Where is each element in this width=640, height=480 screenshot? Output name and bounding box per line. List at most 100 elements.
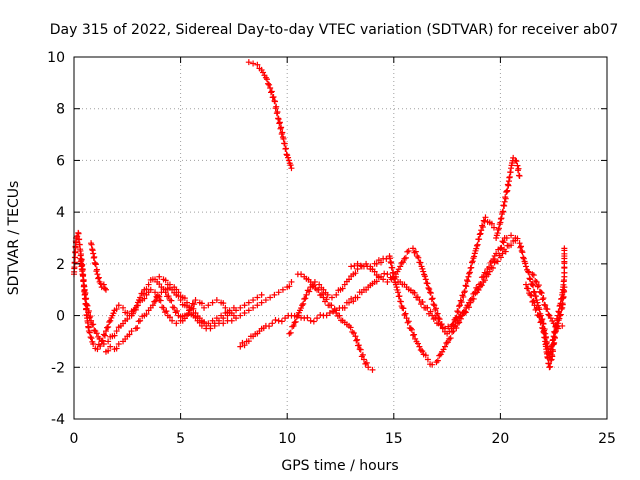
data-point	[393, 284, 400, 291]
data-point	[98, 337, 105, 344]
data-point	[156, 281, 163, 288]
data-point	[551, 334, 558, 341]
data-point	[554, 325, 561, 332]
data-point	[405, 247, 412, 254]
data-point	[306, 288, 313, 295]
data-point	[473, 245, 480, 252]
data-point	[283, 151, 290, 158]
data-point	[105, 324, 112, 331]
data-point	[402, 254, 409, 261]
data-point	[254, 294, 261, 301]
data-point	[480, 273, 487, 280]
plot-border	[73, 56, 608, 420]
data-point	[156, 273, 163, 280]
series-trace-6	[245, 59, 295, 172]
data-point	[241, 342, 248, 349]
chart-title: Day 315 of 2022, Sidereal Day-to-day VTE…	[50, 22, 619, 38]
data-point	[245, 59, 252, 66]
data-point	[275, 289, 282, 296]
data-point	[95, 274, 102, 281]
data-point	[542, 302, 549, 309]
y-tick-label: -2	[51, 360, 65, 376]
data-point	[514, 235, 521, 242]
data-point	[364, 263, 371, 270]
data-point	[431, 302, 438, 309]
data-point	[529, 298, 536, 305]
data-point	[156, 293, 163, 300]
data-point	[158, 289, 165, 296]
data-point	[290, 322, 297, 329]
data-point	[272, 98, 279, 105]
data-point	[350, 298, 357, 305]
data-point	[531, 289, 538, 296]
data-point	[512, 157, 519, 164]
data-point	[294, 312, 301, 319]
x-tick-label: 25	[598, 431, 616, 447]
data-point	[397, 298, 404, 305]
data-point	[535, 312, 542, 319]
data-point	[380, 276, 387, 283]
data-point	[78, 251, 85, 258]
data-point	[102, 286, 109, 293]
data-point	[517, 244, 524, 251]
data-point	[477, 281, 484, 288]
data-point	[175, 293, 182, 300]
data-point	[427, 289, 434, 296]
data-point	[460, 293, 467, 300]
data-point	[381, 270, 388, 277]
data-point	[436, 316, 443, 323]
data-point	[513, 158, 520, 165]
data-point	[477, 230, 484, 237]
data-point	[400, 305, 407, 312]
data-point	[527, 291, 534, 298]
data-point	[145, 281, 152, 288]
data-point	[293, 313, 300, 320]
data-point	[273, 103, 280, 110]
data-point	[493, 250, 500, 257]
data-point	[429, 361, 436, 368]
data-point	[422, 276, 429, 283]
data-point	[152, 297, 159, 304]
data-point	[426, 286, 433, 293]
data-point	[453, 314, 460, 321]
data-point	[228, 309, 235, 316]
data-point	[483, 270, 490, 277]
data-point	[551, 339, 558, 346]
data-point	[115, 302, 122, 309]
data-point	[213, 297, 220, 304]
data-point	[320, 294, 327, 301]
data-point	[462, 282, 469, 289]
data-point	[250, 304, 257, 311]
data-point	[494, 258, 501, 265]
data-point	[522, 260, 529, 267]
data-point	[266, 323, 273, 330]
data-point	[526, 275, 533, 282]
data-point	[430, 301, 437, 308]
data-point	[165, 293, 172, 300]
data-point	[220, 300, 227, 307]
data-point	[424, 304, 431, 311]
y-tick-label: 8	[56, 102, 65, 118]
data-point	[421, 273, 428, 280]
data-point	[497, 245, 504, 252]
data-point	[545, 311, 552, 318]
data-point	[84, 302, 91, 309]
data-point	[474, 241, 481, 248]
data-point	[347, 324, 354, 331]
data-point	[198, 300, 205, 307]
data-point	[419, 348, 426, 355]
data-point	[220, 320, 227, 327]
data-point	[186, 307, 193, 314]
data-point	[102, 328, 109, 335]
data-point	[171, 304, 178, 311]
data-point	[203, 325, 210, 332]
data-point	[152, 289, 159, 296]
data-point	[315, 286, 322, 293]
data-point	[373, 260, 380, 267]
data-point	[549, 348, 556, 355]
data-point	[525, 269, 532, 276]
data-point	[473, 242, 480, 249]
data-point	[107, 317, 114, 324]
data-point	[166, 314, 173, 321]
